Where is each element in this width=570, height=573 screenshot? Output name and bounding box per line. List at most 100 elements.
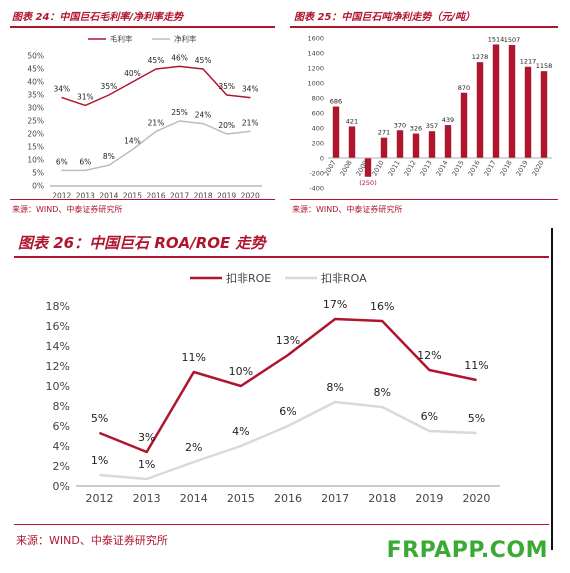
y-tick-label: -400 <box>309 185 324 193</box>
data-label: 21% <box>242 118 259 127</box>
bar <box>428 131 436 158</box>
bar <box>332 106 340 158</box>
bar <box>412 133 420 158</box>
y-tick-label: 5% <box>32 169 44 178</box>
y-tick-label: 0 <box>320 155 324 163</box>
x-tick-label: 2016 <box>274 492 302 505</box>
x-tick-label: 2014 <box>435 159 450 177</box>
data-point <box>61 169 63 171</box>
data-label: 1217 <box>520 58 537 66</box>
x-tick-label: 2020 <box>531 159 546 177</box>
data-label: 16% <box>370 300 394 313</box>
data-point <box>202 123 204 125</box>
x-tick-label: 2008 <box>339 159 354 177</box>
data-label: 34% <box>242 85 259 94</box>
y-tick-label: 50% <box>27 52 44 61</box>
x-tick-label: 2019 <box>217 192 236 199</box>
data-label: 13% <box>276 334 300 347</box>
x-tick-label: 2013 <box>133 492 161 505</box>
data-label: 25% <box>171 108 188 117</box>
x-tick-label: 2018 <box>194 192 213 199</box>
data-label: 8% <box>103 152 115 161</box>
x-tick-label: 2012 <box>52 192 71 199</box>
data-label: 2% <box>185 441 202 454</box>
y-tick-label: 2% <box>53 460 70 473</box>
y-tick-label: 45% <box>27 65 44 74</box>
bar <box>444 125 452 158</box>
y-tick-label: 10% <box>46 380 70 393</box>
watermark-logo: FRPAPP.COM <box>386 538 548 563</box>
data-point <box>131 149 133 151</box>
bar <box>508 44 516 158</box>
x-tick-label: 2017 <box>170 192 189 199</box>
data-label: 3% <box>138 431 155 444</box>
data-point <box>428 369 430 371</box>
data-point <box>475 379 477 381</box>
y-tick-label: -200 <box>309 170 324 178</box>
data-point <box>146 478 148 480</box>
x-tick-label: 2013 <box>419 159 434 177</box>
y-tick-label: 15% <box>27 143 44 152</box>
data-label: 6% <box>56 157 68 166</box>
data-point <box>99 432 101 434</box>
y-tick-label: 6% <box>53 420 70 433</box>
data-label: 35% <box>218 82 235 91</box>
chart25-plot: -400 -200 0 200 400 600 800 1000 1200 1400 1600 686… <box>307 35 553 193</box>
data-point <box>287 425 289 427</box>
data-label: 6% <box>421 410 438 423</box>
data-label: 1507 <box>504 36 521 44</box>
data-label: 8% <box>373 386 390 399</box>
y-tick-label: 16% <box>46 320 70 333</box>
data-point <box>475 432 477 434</box>
data-point <box>334 401 336 403</box>
data-label: 11% <box>182 351 206 364</box>
data-label: 1158 <box>536 62 553 70</box>
y-tick-label: 4% <box>53 440 70 453</box>
y-tick-label: 30% <box>27 104 44 113</box>
x-tick-label: 2012 <box>403 159 418 177</box>
data-label: 45% <box>148 56 165 65</box>
data-label: 439 <box>442 116 454 124</box>
y-tick-label: 12% <box>46 360 70 373</box>
chart24-bottom-rule <box>10 199 275 200</box>
x-tick-label: 2015 <box>227 492 255 505</box>
chart26-plot: 0% 2% 4% 6% 8% 10% 12% 14% 16% 18% 2012 2013 2014 201… <box>46 271 500 505</box>
x-tick-label: 2014 <box>180 492 208 505</box>
data-point <box>155 130 157 132</box>
data-label: 6% <box>279 405 296 418</box>
data-label: 35% <box>101 82 118 91</box>
x-tick-label: 2010 <box>371 159 386 177</box>
y-tick-label: 600 <box>312 110 324 118</box>
y-tick-label: 20% <box>27 130 44 139</box>
data-label: 45% <box>195 56 212 65</box>
data-point <box>108 94 110 96</box>
data-point <box>131 81 133 83</box>
chart24-title-rule <box>10 26 275 28</box>
y-tick-label: 14% <box>46 340 70 353</box>
bar <box>364 158 372 177</box>
data-label: 14% <box>124 137 141 146</box>
data-point <box>381 406 383 408</box>
data-label: (250) <box>359 179 376 187</box>
chart24-source: 来源：WIND、中泰证券研究所 <box>12 205 123 214</box>
data-point <box>287 354 289 356</box>
data-label: 20% <box>218 121 235 130</box>
data-label: 40% <box>124 69 141 78</box>
x-tick-label: 2019 <box>415 492 443 505</box>
data-label: 34% <box>53 85 70 94</box>
chart25-title-rule <box>290 26 558 28</box>
data-label: 11% <box>464 359 488 372</box>
data-label: 686 <box>330 98 342 106</box>
data-label: 24% <box>195 111 212 120</box>
legend-label: 扣非ROA <box>321 271 367 285</box>
data-point <box>428 430 430 432</box>
data-label: 17% <box>323 298 347 311</box>
y-tick-label: 800 <box>312 95 324 103</box>
chart24-title: 图表 24：中国巨石毛利率/净利率走势 <box>12 12 184 23</box>
bar <box>348 126 356 158</box>
chart26-source: 来源：WIND、中泰证券研究所 <box>16 534 168 547</box>
data-label: 1514 <box>488 35 505 43</box>
data-point <box>249 130 251 132</box>
bar <box>492 44 500 159</box>
data-label: 46% <box>171 53 188 62</box>
